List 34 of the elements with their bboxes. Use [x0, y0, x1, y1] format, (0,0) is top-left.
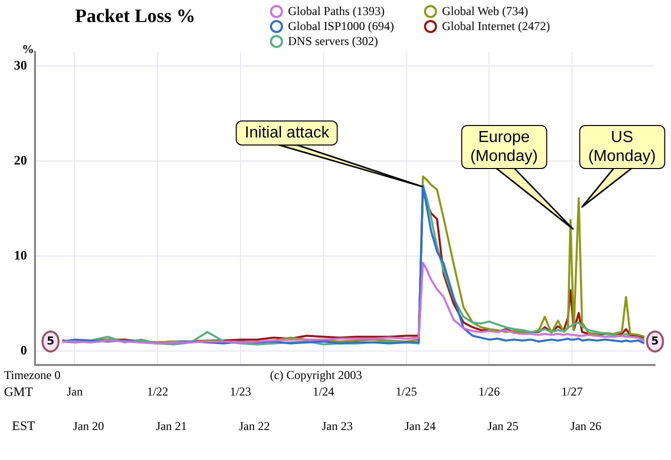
- x2-tick-label: Jan 25: [488, 418, 519, 433]
- speech-bubble: US (Monday): [579, 125, 665, 169]
- chart-title: Packet Loss %: [75, 6, 196, 28]
- y-tick-label: 10: [14, 247, 27, 262]
- text: (c) Copyright 2003: [270, 368, 362, 384]
- legend-label: Global ISP1000 (694): [288, 19, 394, 34]
- x-axis-title: GMT: [4, 384, 33, 400]
- x2-tick-label: Jan 24: [404, 418, 436, 433]
- x-tick-label: 1/27: [561, 384, 583, 399]
- x2-tick-label: Jan 20: [73, 418, 104, 433]
- x-tick-label: 1/24: [312, 384, 334, 399]
- legend-label: DNS servers (302): [288, 34, 378, 49]
- x-tick-label: Jan: [66, 384, 83, 399]
- y-tick-label: 30: [14, 58, 27, 73]
- y-axis-title: %: [22, 42, 34, 57]
- x2-axis-title: EST: [12, 418, 36, 434]
- speech-bubble: Initial attack: [236, 120, 338, 146]
- x2-tick-label: Jan 23: [322, 418, 353, 433]
- x-tick-label: 1/22: [146, 384, 168, 399]
- legend-label: Global Paths (1393): [288, 4, 385, 19]
- text: Timezone 0: [4, 368, 61, 384]
- x-tick-label: 1/25: [396, 384, 417, 399]
- speech-bubble: Europe (Monday): [461, 125, 547, 169]
- y-tick-label: 20: [14, 152, 27, 168]
- x2-tick-label: Jan 26: [570, 418, 602, 433]
- y-tick-label: 0: [20, 342, 27, 358]
- x2-tick-label: Jan 22: [238, 418, 270, 433]
- annotation: 5: [46, 334, 54, 348]
- annotation: 5: [651, 334, 659, 348]
- x2-tick-label: Jan 21: [156, 418, 187, 433]
- x-tick-label: 1/26: [478, 384, 500, 399]
- legend-label: Global Web (734): [442, 4, 528, 19]
- x-tick-label: 1/23: [230, 384, 252, 399]
- legend-label: Global Internet (2472): [442, 19, 550, 34]
